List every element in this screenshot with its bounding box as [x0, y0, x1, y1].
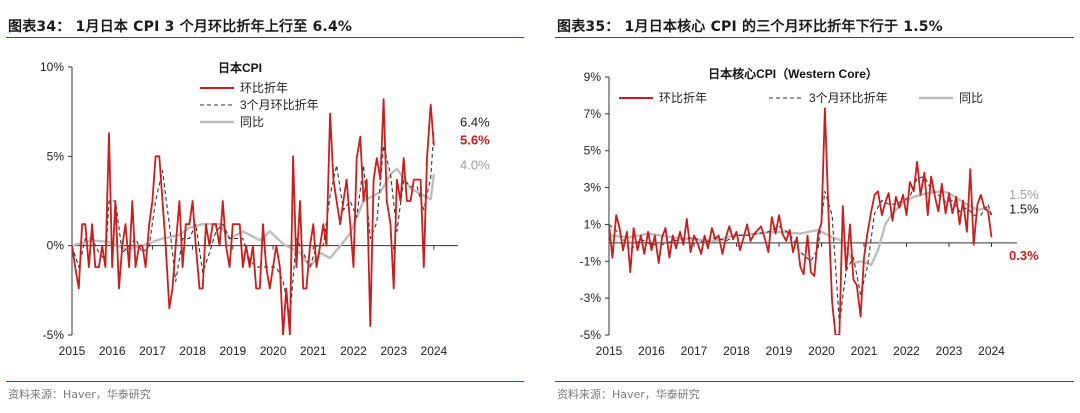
y-tick-label: 0% — [47, 239, 65, 253]
x-tick-label: 2015 — [596, 344, 623, 358]
y-tick-label: 9% — [584, 70, 602, 84]
legend-label: 同比 — [959, 91, 983, 105]
chart-cpi: 10% 5% 0% -5% 2015 2016 2017 2018 2019 2020 2021 20… — [40, 60, 490, 358]
end-value-label: 0.3% — [1009, 248, 1039, 263]
legend-label: 3个月环比折年 — [240, 97, 319, 112]
series-line-0 — [72, 98, 435, 335]
panel-title: 图表35： 1月日本核心 CPI 的三个月环比折年下行于 1.5% — [557, 19, 943, 35]
x-tick-label: 2024 — [978, 344, 1005, 358]
end-value-label: 5.6% — [460, 132, 490, 147]
panel-title: 图表34： 1月日本 CPI 3 个月环比折年上行至 6.4% — [8, 19, 353, 35]
y-tick-label: -3% — [580, 291, 602, 305]
x-tick-label: 2023 — [380, 344, 407, 358]
panel-cpi: 图表34： 1月日本 CPI 3 个月环比折年上行至 6.4% 10% 5% 0% -… — [0, 0, 530, 413]
legend-label: 环比折年 — [240, 80, 288, 95]
chart-title: 日本CPI — [218, 60, 262, 75]
x-tick-label: 2023 — [936, 344, 963, 358]
y-tick-label: 7% — [584, 107, 602, 121]
y-tick-label: 5% — [584, 144, 602, 158]
legend-label: 3个月环比折年 — [809, 90, 888, 105]
end-value-label: 1.5% — [1009, 202, 1039, 217]
x-tick-label: 2017 — [681, 344, 708, 358]
x-tick-label: 2020 — [260, 344, 287, 358]
legend-label: 同比 — [240, 115, 264, 129]
x-tick-label: 2021 — [851, 344, 878, 358]
y-tick-label: -5% — [43, 328, 65, 342]
x-tick-label: 2020 — [808, 344, 835, 358]
series-line-2 — [72, 167, 436, 269]
x-tick-label: 2022 — [340, 344, 367, 358]
x-tick-label: 2015 — [59, 344, 86, 358]
legend-label: 环比折年 — [659, 90, 707, 105]
x-tick-label: 2018 — [179, 344, 206, 358]
chart-core-cpi: 9% 7% 5% 3% 1% -1% -3% -5% 2015 2016 2017 2018 2019 2… — [580, 66, 1039, 358]
x-tick-label: 2021 — [300, 344, 327, 358]
title-rule — [6, 37, 524, 38]
source-note: 资料来源：Haver，华泰研究 — [557, 388, 700, 401]
panel-core-cpi: 图表35： 1月日本核心 CPI 的三个月环比折年下行于 1.5% 9% 7% 5%… — [549, 0, 1080, 413]
end-value-label: 1.5% — [1009, 187, 1039, 202]
y-tick-label: 10% — [40, 60, 64, 74]
y-tick-label: -5% — [580, 328, 602, 342]
x-tick-label: 2024 — [421, 344, 448, 358]
y-tick-label: 5% — [47, 149, 65, 163]
end-value-label: 4.0% — [460, 157, 490, 172]
title-rule — [555, 37, 1074, 38]
x-tick-label: 2017 — [139, 344, 166, 358]
series-line-1 — [609, 175, 993, 325]
x-tick-label: 2016 — [99, 344, 126, 358]
x-tick-label: 2019 — [219, 344, 246, 358]
x-tick-label: 2022 — [893, 344, 920, 358]
x-tick-label: 2019 — [766, 344, 793, 358]
y-tick-label: 1% — [584, 217, 602, 231]
end-value-label: 6.4% — [460, 114, 490, 129]
source-rule — [555, 381, 1074, 382]
chart-title: 日本核心CPI（Western Core） — [708, 66, 878, 81]
x-tick-label: 2018 — [723, 344, 750, 358]
y-tick-label: -1% — [580, 254, 602, 268]
x-tick-label: 2016 — [638, 344, 665, 358]
source-note: 资料来源：Haver，华泰研究 — [8, 388, 151, 401]
series-line-0 — [609, 107, 993, 335]
y-tick-label: 3% — [584, 181, 602, 195]
source-rule — [6, 381, 524, 382]
